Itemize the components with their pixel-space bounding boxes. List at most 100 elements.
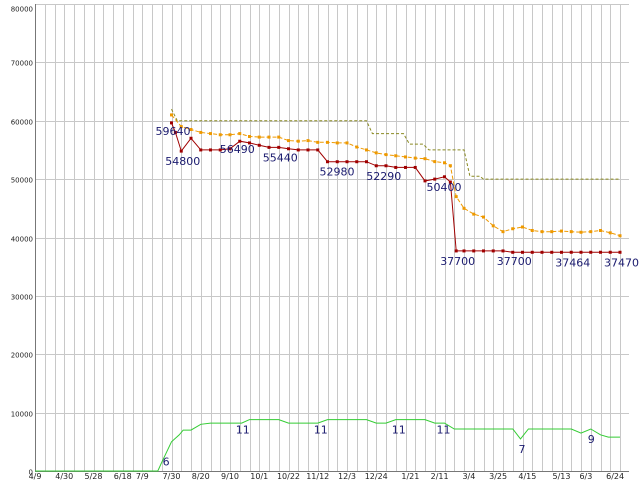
series-point xyxy=(179,149,183,153)
series-point xyxy=(277,145,281,149)
grid-lines xyxy=(35,4,629,472)
series-point xyxy=(306,139,310,143)
series-point xyxy=(540,230,544,234)
series-point xyxy=(579,230,583,234)
series-point xyxy=(345,160,349,164)
series-point xyxy=(521,225,524,229)
series-point xyxy=(170,121,173,125)
x-tick-label: 8/20 xyxy=(192,472,210,480)
series-point xyxy=(511,250,515,254)
series-point xyxy=(462,206,466,210)
series-point xyxy=(394,154,398,158)
data-label: 52980 xyxy=(320,166,355,179)
series-point xyxy=(540,250,544,254)
data-label: 50400 xyxy=(427,181,462,194)
series-point xyxy=(277,135,281,139)
y-tick-label: 60000 xyxy=(11,119,33,127)
series-point xyxy=(454,195,458,199)
series-point xyxy=(569,250,573,254)
series-point xyxy=(365,160,368,164)
x-tick-label: 2/11 xyxy=(431,472,449,480)
data-label: 11 xyxy=(392,424,406,437)
x-tick-label: 11/12 xyxy=(306,472,329,480)
series-point xyxy=(618,250,622,254)
series-point xyxy=(267,135,271,139)
series-point xyxy=(355,160,359,164)
series-point xyxy=(326,160,329,164)
series-point xyxy=(355,145,359,149)
series-point xyxy=(218,133,222,137)
series-point xyxy=(316,148,320,152)
data-label: 11 xyxy=(236,424,250,437)
data-label: 9 xyxy=(588,433,595,446)
series-point xyxy=(189,128,193,132)
series-point xyxy=(218,148,222,152)
x-tick-label: 7/30 xyxy=(163,472,181,480)
series-point xyxy=(238,139,242,143)
series-point xyxy=(599,250,602,254)
series-point xyxy=(521,250,524,254)
x-tick-label: 1/21 xyxy=(401,472,419,480)
series-point xyxy=(530,228,534,232)
series-point xyxy=(189,136,193,140)
y-tick-label: 20000 xyxy=(11,352,33,360)
series-point xyxy=(248,141,251,145)
series-point xyxy=(618,234,622,238)
x-tick-label: 10/1 xyxy=(250,472,268,480)
data-label: 6 xyxy=(163,455,170,468)
series-lines xyxy=(35,108,622,472)
series-point xyxy=(501,249,505,253)
series-point xyxy=(589,230,593,234)
series-point xyxy=(384,153,388,157)
series-point xyxy=(482,215,485,219)
data-label: 55440 xyxy=(263,151,298,164)
x-tick-label: 4/30 xyxy=(55,472,73,480)
data-label: 37700 xyxy=(497,255,532,268)
series-point xyxy=(306,148,310,152)
series-point xyxy=(238,132,242,136)
series-point xyxy=(374,151,378,155)
data-label: 52290 xyxy=(366,170,401,183)
series-point xyxy=(433,160,437,164)
x-tick-label: 12/3 xyxy=(338,472,356,480)
data-label: 7 xyxy=(519,443,526,456)
series-point xyxy=(501,230,505,234)
series-point xyxy=(228,133,232,137)
series-point xyxy=(209,132,212,136)
series-point xyxy=(394,165,398,169)
x-tick-label: 6/24 xyxy=(606,472,624,480)
series-point xyxy=(608,231,612,235)
x-tick-label: 12/24 xyxy=(365,472,388,480)
series-point xyxy=(491,224,495,228)
series-point xyxy=(423,179,427,183)
series-point xyxy=(287,139,290,143)
series-point xyxy=(296,148,300,152)
x-tick-label: 6/18 xyxy=(114,472,132,480)
series-point xyxy=(472,212,476,216)
series-line-orange-dashed-markers xyxy=(171,114,621,237)
data-labels: 59640 54800 56490 55440 52980 52290 50400 37700… xyxy=(156,125,640,469)
series-point xyxy=(296,139,300,143)
data-label: 37464 xyxy=(555,256,590,269)
y-tick-label: 40000 xyxy=(11,236,33,244)
x-tick-label: 3/4 xyxy=(462,472,475,480)
series-point xyxy=(454,249,458,253)
data-label: 59640 xyxy=(156,125,191,138)
series-line-green-line xyxy=(35,419,620,472)
series-point xyxy=(579,250,583,254)
y-tick-label: 0 xyxy=(29,469,33,477)
x-tick-label: 6/3 xyxy=(579,472,592,480)
y-tick-label: 10000 xyxy=(11,411,33,419)
series-point xyxy=(199,148,203,152)
series-point xyxy=(374,164,378,168)
series-point xyxy=(443,161,446,165)
series-line-olive-dashed xyxy=(171,108,620,180)
data-label: 37700 xyxy=(440,255,475,268)
series-point xyxy=(589,250,593,254)
series-point xyxy=(413,156,417,160)
x-tick-label: 5/28 xyxy=(85,472,103,480)
series-point xyxy=(462,249,466,253)
series-point xyxy=(560,250,563,254)
series-point xyxy=(170,113,173,117)
series-point xyxy=(482,249,485,253)
